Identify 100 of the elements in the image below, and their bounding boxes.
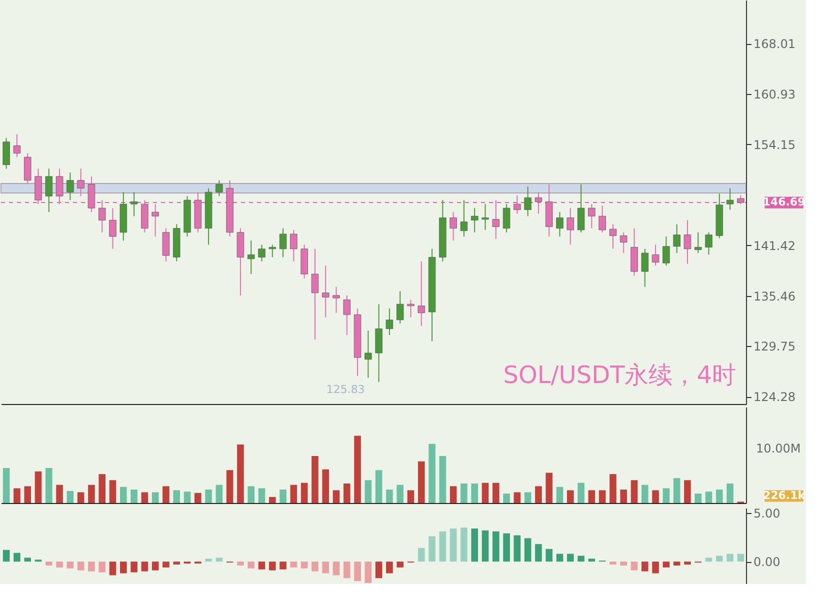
candlestick (311, 248, 319, 340)
bar (428, 536, 436, 562)
candlestick (279, 228, 287, 258)
bar (268, 496, 276, 503)
bar (726, 484, 734, 503)
candlestick (577, 184, 585, 233)
candlestick (705, 232, 712, 256)
candlestick (322, 265, 330, 318)
bar (439, 531, 446, 562)
bar (226, 470, 234, 503)
bar (88, 484, 95, 503)
bar (652, 490, 659, 503)
bar (716, 490, 723, 503)
bar (141, 562, 148, 572)
candlestick (364, 330, 372, 378)
bar (418, 548, 425, 562)
bar (535, 544, 542, 562)
candlestick (460, 200, 468, 237)
bar (386, 562, 393, 574)
candlestick (268, 244, 276, 258)
bar (503, 494, 510, 503)
bar (162, 562, 170, 568)
bar (237, 562, 244, 566)
candlestick (662, 236, 670, 266)
bar (716, 556, 723, 562)
candlestick (290, 229, 298, 262)
candlestick (45, 168, 52, 213)
bar (152, 562, 159, 570)
bar (737, 554, 744, 562)
bar (173, 490, 180, 503)
bar (439, 456, 446, 503)
candlestick (588, 204, 596, 229)
candlestick (2, 138, 10, 170)
bar (396, 562, 404, 568)
bar (14, 552, 20, 562)
bar (524, 492, 532, 503)
bar (2, 550, 10, 562)
bar (535, 486, 542, 503)
annotation: SOL/USDT永续，4时 (503, 361, 736, 389)
candlestick (534, 192, 542, 214)
candlestick (98, 200, 106, 233)
bar (109, 562, 116, 576)
candlestick (386, 308, 394, 336)
bar (354, 436, 361, 503)
bar (482, 482, 489, 503)
candlestick (130, 192, 138, 217)
bar (45, 468, 52, 503)
candlestick (34, 168, 42, 205)
bar (514, 535, 521, 562)
y-tick-label: 154.15 (754, 138, 796, 152)
bar (141, 492, 148, 503)
candlestick (418, 260, 425, 327)
bar (162, 486, 170, 503)
bar (556, 554, 564, 562)
bar (300, 562, 308, 568)
bar (109, 480, 116, 503)
bar (662, 562, 670, 568)
candlestick (13, 134, 21, 158)
bar (343, 484, 350, 503)
bar (556, 486, 564, 503)
bar (56, 484, 63, 503)
bar (460, 527, 468, 562)
bar (482, 530, 489, 562)
candlestick (556, 212, 564, 237)
bar (566, 554, 574, 562)
bar (460, 484, 468, 503)
bar (662, 488, 670, 503)
bar (280, 562, 286, 570)
bar (77, 562, 84, 570)
bar (120, 486, 127, 503)
bar (694, 494, 702, 503)
candlestick (482, 204, 489, 230)
y-tick-label: 0.00 (754, 555, 780, 570)
bar (630, 480, 638, 503)
bar (514, 492, 521, 503)
candlestick (162, 228, 170, 262)
bar (673, 562, 680, 566)
bar (503, 533, 510, 562)
bar (546, 548, 553, 562)
bar (684, 562, 691, 565)
bar (471, 484, 478, 503)
candlestick (332, 286, 340, 314)
candlestick (673, 224, 680, 254)
candlestick (684, 220, 692, 264)
candlestick (77, 168, 84, 197)
candlestick (88, 176, 96, 213)
bar (24, 558, 32, 562)
bar (45, 562, 52, 566)
bar (705, 558, 712, 562)
y-tick-label: 5.00 (754, 506, 780, 520)
bar (2, 468, 10, 503)
bar (673, 478, 680, 503)
bar (428, 444, 436, 503)
bar (248, 486, 255, 503)
candlestick (492, 200, 500, 240)
bar (598, 490, 606, 503)
candlestick (109, 208, 116, 250)
y-tick-label: 160.93 (754, 88, 796, 102)
bar (566, 490, 574, 503)
candlestick (566, 208, 574, 246)
